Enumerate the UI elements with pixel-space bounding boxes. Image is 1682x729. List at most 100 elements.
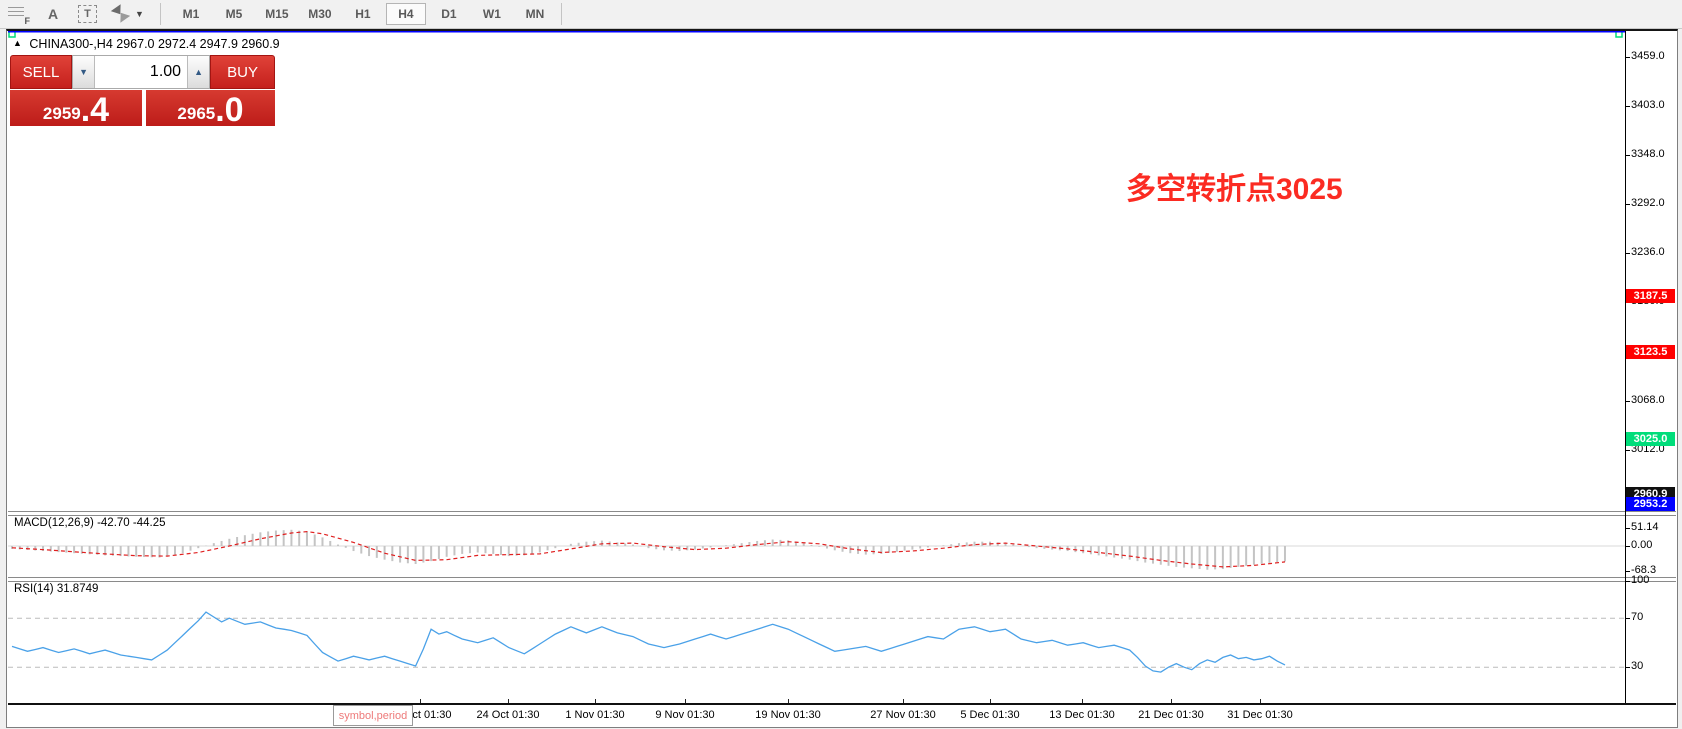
timeframe-button-h1[interactable]: H1 xyxy=(355,7,371,21)
volume-input[interactable] xyxy=(95,56,188,88)
toolbar-icon-group: F A T ▼ xyxy=(0,4,154,26)
rsi-tick xyxy=(1625,618,1630,619)
rsi-tick-label: 100 xyxy=(1631,574,1650,586)
one-click-trade-panel: SELL ▼ ▲ BUY 2959 .4 2965 .0 xyxy=(10,55,275,129)
price-badge-3123-5: 3123.5 xyxy=(1626,345,1675,359)
time-tick xyxy=(420,699,421,703)
rsi-canvas[interactable] xyxy=(8,581,1625,703)
arrange-icon[interactable] xyxy=(110,4,131,23)
expand-triangle-icon[interactable]: ▲ xyxy=(13,38,22,48)
symbol-period-tooltip: symbol,period xyxy=(333,705,413,726)
time-label: 13 Dec 01:30 xyxy=(1049,709,1115,721)
macd-label: MACD(12,26,9) -42.70 -44.25 xyxy=(14,517,166,529)
chart-header: ▲ CHINA300-,H4 2967.0 2972.4 2947.9 2960… xyxy=(13,37,280,51)
sell-price-display[interactable]: 2959 .4 xyxy=(10,90,142,127)
sell-price-main: 2959 xyxy=(42,104,81,123)
price-badge-3187-5: 3187.5 xyxy=(1626,289,1675,303)
time-tick xyxy=(1260,699,1261,703)
timeframe-button-mn[interactable]: MN xyxy=(525,7,545,21)
buy-price-fraction: .0 xyxy=(215,91,244,129)
sell-button[interactable]: SELL xyxy=(10,55,73,89)
timeframe-button-m5[interactable]: M5 xyxy=(225,7,243,21)
timeframe-button-w1[interactable]: W1 xyxy=(482,7,501,21)
price-tick xyxy=(1625,57,1630,58)
time-tick xyxy=(788,699,789,703)
chart-window xyxy=(6,29,1678,728)
grid-f-letter: F xyxy=(24,16,31,26)
volume-box: ▼ ▲ xyxy=(72,55,211,89)
macd-tick xyxy=(1625,546,1630,547)
text-box-icon[interactable]: T xyxy=(78,5,97,23)
macd-tick xyxy=(1625,571,1630,572)
time-label: 1 Nov 01:30 xyxy=(565,709,625,721)
time-tick xyxy=(903,699,904,703)
price-tick xyxy=(1625,106,1630,107)
timeframe-bar: M1 M5 M15 M30 H1 H4 D1 W1 MN xyxy=(167,3,555,25)
grid-lines xyxy=(8,7,24,19)
timeframe-button-m15[interactable]: M15 xyxy=(265,7,289,21)
timeframe-button-d1[interactable]: D1 xyxy=(441,7,457,21)
volume-decrease-button[interactable]: ▼ xyxy=(73,56,96,88)
macd-canvas[interactable] xyxy=(8,515,1625,577)
rsi-tick xyxy=(1625,581,1630,582)
price-tick-label: 3403.0 xyxy=(1631,99,1665,111)
chart-annotation: 多空转折点3025 xyxy=(1126,173,1343,206)
time-label: 31 Dec 01:30 xyxy=(1227,709,1293,721)
toolbar-separator xyxy=(159,3,161,25)
price-tick-label: 3292.0 xyxy=(1631,197,1665,209)
grid-f-icon[interactable]: F xyxy=(8,5,31,26)
time-label: 5 Dec 01:30 xyxy=(960,709,1020,721)
time-tick xyxy=(990,699,991,703)
symbol-period-label: CHINA300-,H4 xyxy=(29,37,113,51)
dropdown-caret-icon[interactable]: ▼ xyxy=(135,9,144,19)
price-tick xyxy=(1625,204,1630,205)
time-axis-line xyxy=(8,703,1676,705)
buy-price-display[interactable]: 2965 .0 xyxy=(146,90,275,129)
timeframe-button-m1[interactable]: M1 xyxy=(182,7,200,21)
toolbar-separator-2 xyxy=(560,3,562,25)
buy-price-main: 2965 xyxy=(177,104,216,123)
text-label-icon[interactable]: A xyxy=(47,6,59,22)
price-tick xyxy=(1625,401,1630,402)
volume-increase-button[interactable]: ▲ xyxy=(187,56,210,88)
price-chart-canvas[interactable] xyxy=(8,31,1625,511)
time-tick xyxy=(1082,699,1083,703)
price-tick xyxy=(1625,155,1630,156)
macd-tick-label: -68.3 xyxy=(1631,564,1657,576)
pane-separator-rsi[interactable] xyxy=(8,577,1676,582)
time-label: 19 Nov 01:30 xyxy=(755,709,821,721)
price-tick xyxy=(1625,253,1630,254)
price-badge-2953-2: 2953.2 xyxy=(1626,497,1675,511)
rsi-tick xyxy=(1625,667,1630,668)
price-badge-3025-0: 3025.0 xyxy=(1626,432,1675,446)
ohlc-values: 2967.0 2972.4 2947.9 2960.9 xyxy=(116,37,280,51)
price-tick xyxy=(1625,450,1630,451)
pivot-line-3025-right-marker[interactable] xyxy=(1615,31,1623,38)
timeframe-button-h4[interactable]: H4 xyxy=(385,3,426,25)
macd-tick-label: 51.14 xyxy=(1631,521,1659,533)
time-tick xyxy=(508,699,509,703)
time-tick xyxy=(595,699,596,703)
time-tick xyxy=(1171,699,1172,703)
price-tick-label: 3012.0 xyxy=(1631,443,1665,455)
price-tick-label: 3236.0 xyxy=(1631,246,1665,258)
pane-separator-macd[interactable] xyxy=(8,511,1676,516)
time-label: 24 Oct 01:30 xyxy=(476,709,540,721)
pivot-line-3025-left-marker[interactable] xyxy=(8,31,16,38)
timeframe-button-m30[interactable]: M30 xyxy=(308,7,332,21)
time-label: 21 Dec 01:30 xyxy=(1138,709,1204,721)
rsi-tick-label: 70 xyxy=(1631,611,1644,623)
rsi-tick-label: 30 xyxy=(1631,660,1644,672)
toolbar: F A T ▼ M1 M5 M15 M30 H1 H4 D1 W1 MN xyxy=(0,0,1682,29)
macd-tick xyxy=(1625,528,1630,529)
price-tick-label: 3068.0 xyxy=(1631,394,1665,406)
buy-button[interactable]: BUY xyxy=(210,55,275,89)
macd-tick-label: 0.00 xyxy=(1631,539,1653,551)
price-tick-label: 3459.0 xyxy=(1631,50,1665,62)
macd-signal-line xyxy=(11,530,1286,568)
time-label: 27 Nov 01:30 xyxy=(870,709,936,721)
price-tick-label: 3348.0 xyxy=(1631,148,1665,160)
time-tick xyxy=(685,699,686,703)
price-axis-line xyxy=(1625,31,1626,703)
